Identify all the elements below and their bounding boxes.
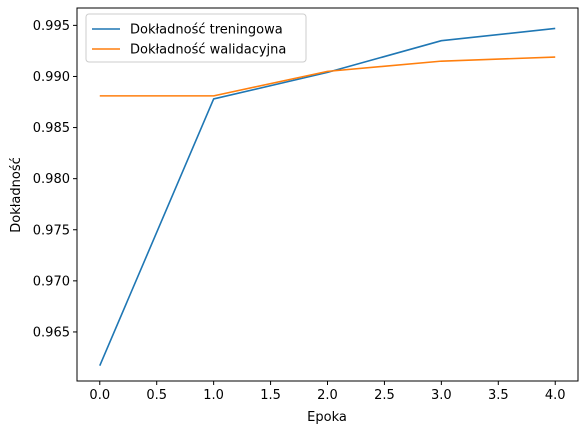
series-line-0	[99, 27, 556, 366]
x-axis-label: Epoka	[307, 410, 347, 425]
legend-label: Dokładność treningowa	[130, 23, 283, 38]
x-tick-label: 4.0	[545, 388, 566, 403]
x-tick-label: 2.0	[317, 388, 338, 403]
y-tick-label: 0.970	[33, 274, 70, 289]
legend-box	[85, 13, 307, 63]
x-tick-label: 1.0	[203, 388, 224, 403]
x-tick-label: 0.0	[89, 388, 110, 403]
series-layer	[99, 27, 556, 366]
y-tick-label: 0.965	[33, 325, 70, 340]
x-axis: 0.0 0.5 1.0 1.5 2.0 2.5 3.0 3.5 4.0	[89, 381, 566, 403]
x-tick-label: 1.5	[260, 388, 281, 403]
x-tick-label: 3.0	[431, 388, 452, 403]
y-tick-label: 0.985	[33, 121, 70, 136]
y-axis-label: Dokładność	[9, 157, 24, 233]
x-tick-label: 0.5	[146, 388, 167, 403]
legend-label: Dokładność walidacyjna	[130, 43, 286, 58]
series-line-1	[99, 56, 556, 97]
y-tick-label: 0.990	[33, 70, 70, 85]
y-tick-label: 0.975	[33, 223, 70, 238]
plot-frame	[76, 7, 579, 382]
y-tick-label: 0.995	[33, 19, 70, 34]
x-tick-label: 2.5	[374, 388, 395, 403]
x-tick-label: 3.5	[488, 388, 509, 403]
legend: Dokładność treningowa Dokładność walidacy…	[85, 13, 307, 63]
y-axis: 0.965 0.970 0.975 0.980 0.985 0.990 0.995	[33, 19, 77, 340]
y-tick-label: 0.980	[33, 172, 70, 187]
